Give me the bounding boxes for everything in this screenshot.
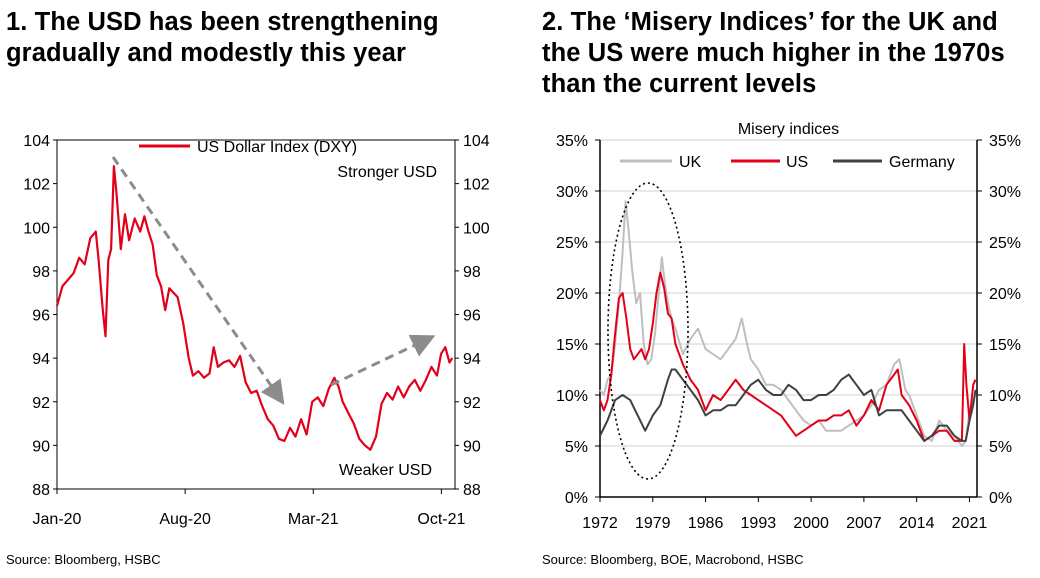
y-tick-label-right: 10%	[989, 388, 1021, 405]
y-tick-label-right: 35%	[989, 133, 1021, 150]
y-tick-label-left: 88	[32, 482, 50, 499]
legend-label-us: US	[786, 154, 808, 171]
legend-label-uk: UK	[679, 154, 702, 171]
y-tick-label-left: 94	[32, 351, 50, 368]
right-chart-title: 2. The ‘Misery Indices’ for the UK and t…	[542, 8, 1005, 98]
y-tick-label-left: 25%	[556, 235, 588, 252]
x-tick-label: 2007	[846, 515, 882, 532]
chart-subtitle: Misery indices	[738, 121, 839, 138]
series-line-uk	[599, 200, 977, 447]
y-tick-label-right: 0%	[989, 490, 1012, 507]
y-tick-label-left: 102	[23, 177, 50, 194]
x-tick-label: 1979	[635, 515, 671, 532]
y-tick-label-left: 35%	[556, 133, 588, 150]
right-source-note: Source: Bloomberg, BOE, Macrobond, HSBC	[542, 552, 804, 567]
y-tick-label-left: 5%	[565, 439, 588, 456]
dxy-line	[55, 165, 454, 451]
y-tick-label-left: 15%	[556, 337, 588, 354]
legend-label-dxy: US Dollar Index (DXY)	[197, 139, 357, 156]
y-tick-label-right: 92	[463, 395, 481, 412]
y-tick-label-left: 30%	[556, 184, 588, 201]
series-line-germany	[599, 368, 977, 442]
x-tick-label: Aug-20	[159, 511, 211, 528]
y-tick-label-right: 96	[463, 308, 481, 325]
annotation-stronger-usd: Stronger USD	[337, 164, 437, 181]
y-tick-label-left: 0%	[565, 490, 588, 507]
y-tick-label-left: 104	[23, 133, 50, 150]
y-tick-label-right: 94	[463, 351, 481, 368]
series-line-us	[599, 271, 977, 442]
annotation-weaker-usd: Weaker USD	[339, 462, 432, 479]
y-tick-label-right: 100	[463, 220, 490, 237]
y-tick-label-left: 98	[32, 264, 50, 281]
y-tick-label-right: 104	[463, 133, 490, 150]
x-tick-label: 2014	[899, 515, 935, 532]
x-tick-label: 2000	[793, 515, 829, 532]
y-tick-label-right: 15%	[989, 337, 1021, 354]
downtrend-arrow	[111, 156, 285, 405]
y-tick-label-right: 102	[463, 177, 490, 194]
y-tick-label-right: 90	[463, 438, 481, 455]
y-tick-label-right: 5%	[989, 439, 1012, 456]
x-tick-label: Oct-21	[417, 511, 465, 528]
x-tick-label: Mar-21	[288, 511, 339, 528]
y-tick-label-left: 90	[32, 438, 50, 455]
y-tick-label-left: 10%	[556, 388, 588, 405]
y-tick-label-left: 92	[32, 395, 50, 412]
y-tick-label-right: 98	[463, 264, 481, 281]
legend-label-germany: Germany	[889, 154, 955, 171]
x-tick-label: 1972	[582, 515, 618, 532]
x-tick-label: Jan-20	[33, 511, 82, 528]
left-chart-title: 1. The USD has been strengthening gradua…	[6, 8, 439, 67]
x-tick-label: 2021	[952, 515, 988, 532]
uptrend-arrow	[330, 334, 436, 387]
y-tick-label-left: 100	[23, 220, 50, 237]
x-tick-label: 1986	[688, 515, 724, 532]
y-tick-label-right: 25%	[989, 235, 1021, 252]
x-tick-label: 1993	[741, 515, 777, 532]
y-tick-label-right: 20%	[989, 286, 1021, 303]
left-source-note: Source: Bloomberg, HSBC	[6, 552, 161, 567]
highlight-1970s-ellipse	[607, 182, 689, 480]
y-tick-label-left: 96	[32, 308, 50, 325]
y-tick-label-right: 88	[463, 482, 481, 499]
y-tick-label-right: 30%	[989, 184, 1021, 201]
y-tick-label-left: 20%	[556, 286, 588, 303]
